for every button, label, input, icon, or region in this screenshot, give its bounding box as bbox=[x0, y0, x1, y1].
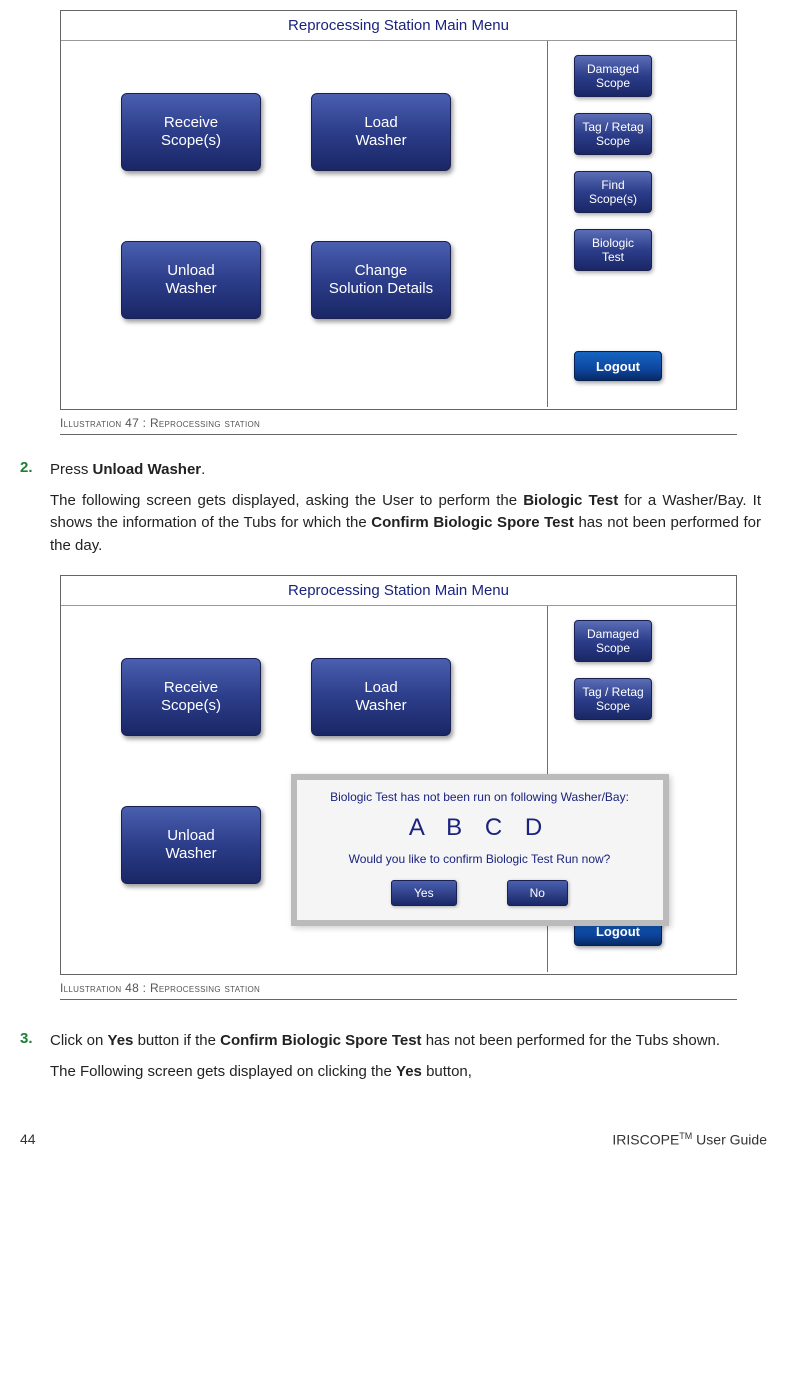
dialog-message-2: Would you like to confirm Biologic Test … bbox=[311, 852, 649, 866]
tag-retag-button[interactable]: Tag / Retag Scope bbox=[574, 113, 652, 155]
change-solution-button[interactable]: Change Solution Details bbox=[311, 241, 451, 319]
screen-body: Receive Scope(s) Load Washer Unload Wash… bbox=[61, 41, 736, 407]
reprocessing-station-screen-dialog: Reprocessing Station Main Menu Receive S… bbox=[60, 575, 737, 975]
damaged-scope-button[interactable]: Damaged Scope bbox=[574, 55, 652, 97]
screen-title: Reprocessing Station Main Menu bbox=[61, 11, 736, 41]
unload-washer-button-2[interactable]: Unload Washer bbox=[121, 806, 261, 884]
step-2: 2. Press Unload Washer. The following sc… bbox=[20, 459, 761, 565]
step-2-number: 2. bbox=[20, 459, 50, 565]
step-3-p1: Click on Yes button if the Confirm Biolo… bbox=[50, 1030, 761, 1053]
reprocessing-station-screen: Reprocessing Station Main Menu Receive S… bbox=[60, 10, 737, 410]
step-3-number: 3. bbox=[20, 1030, 50, 1091]
step-2-line1: Press Unload Washer. bbox=[50, 459, 761, 482]
screen-title-2: Reprocessing Station Main Menu bbox=[61, 576, 736, 606]
page-footer: 44 IRISCOPETM User Guide bbox=[20, 1131, 767, 1148]
load-washer-button[interactable]: Load Washer bbox=[311, 93, 451, 171]
step-2-paragraph: The following screen gets displayed, ask… bbox=[50, 490, 761, 558]
dialog-button-row: Yes No bbox=[311, 880, 649, 906]
unload-washer-button[interactable]: Unload Washer bbox=[121, 241, 261, 319]
step-2-body: Press Unload Washer. The following scree… bbox=[50, 459, 761, 565]
dialog-bays: A B C D bbox=[311, 814, 649, 842]
damaged-scope-button-2[interactable]: Damaged Scope bbox=[574, 620, 652, 662]
step-3: 3. Click on Yes button if the Confirm Bi… bbox=[20, 1030, 761, 1091]
illustration-47-caption: Illustration 47 : Reprocessing station bbox=[60, 416, 737, 430]
illustration-48-caption: Illustration 48 : Reprocessing station bbox=[60, 981, 737, 995]
tag-retag-button-2[interactable]: Tag / Retag Scope bbox=[574, 678, 652, 720]
receive-scope-button[interactable]: Receive Scope(s) bbox=[121, 93, 261, 171]
dialog-message-1: Biologic Test has not been run on follow… bbox=[311, 790, 649, 804]
illustration-47: Reprocessing Station Main Menu Receive S… bbox=[60, 10, 737, 410]
step-3-body: Click on Yes button if the Confirm Biolo… bbox=[50, 1030, 761, 1091]
divider-line bbox=[547, 41, 548, 407]
screen-body-2: Receive Scope(s) Load Washer Unload Wash… bbox=[61, 606, 736, 972]
page-number: 44 bbox=[20, 1131, 36, 1148]
find-scope-button[interactable]: Find Scope(s) bbox=[574, 171, 652, 213]
illustration-48: Reprocessing Station Main Menu Receive S… bbox=[60, 575, 737, 975]
footer-brand: IRISCOPETM User Guide bbox=[612, 1131, 767, 1148]
dialog-no-button[interactable]: No bbox=[507, 880, 568, 906]
load-washer-button-2[interactable]: Load Washer bbox=[311, 658, 451, 736]
step-3-p2: The Following screen gets displayed on c… bbox=[50, 1061, 761, 1084]
logout-button[interactable]: Logout bbox=[574, 351, 662, 381]
dialog-yes-button[interactable]: Yes bbox=[391, 880, 457, 906]
caption-rule bbox=[60, 434, 737, 435]
receive-scope-button-2[interactable]: Receive Scope(s) bbox=[121, 658, 261, 736]
caption-rule-2 bbox=[60, 999, 737, 1000]
biologic-test-dialog: Biologic Test has not been run on follow… bbox=[291, 774, 669, 926]
biologic-test-button[interactable]: Biologic Test bbox=[574, 229, 652, 271]
